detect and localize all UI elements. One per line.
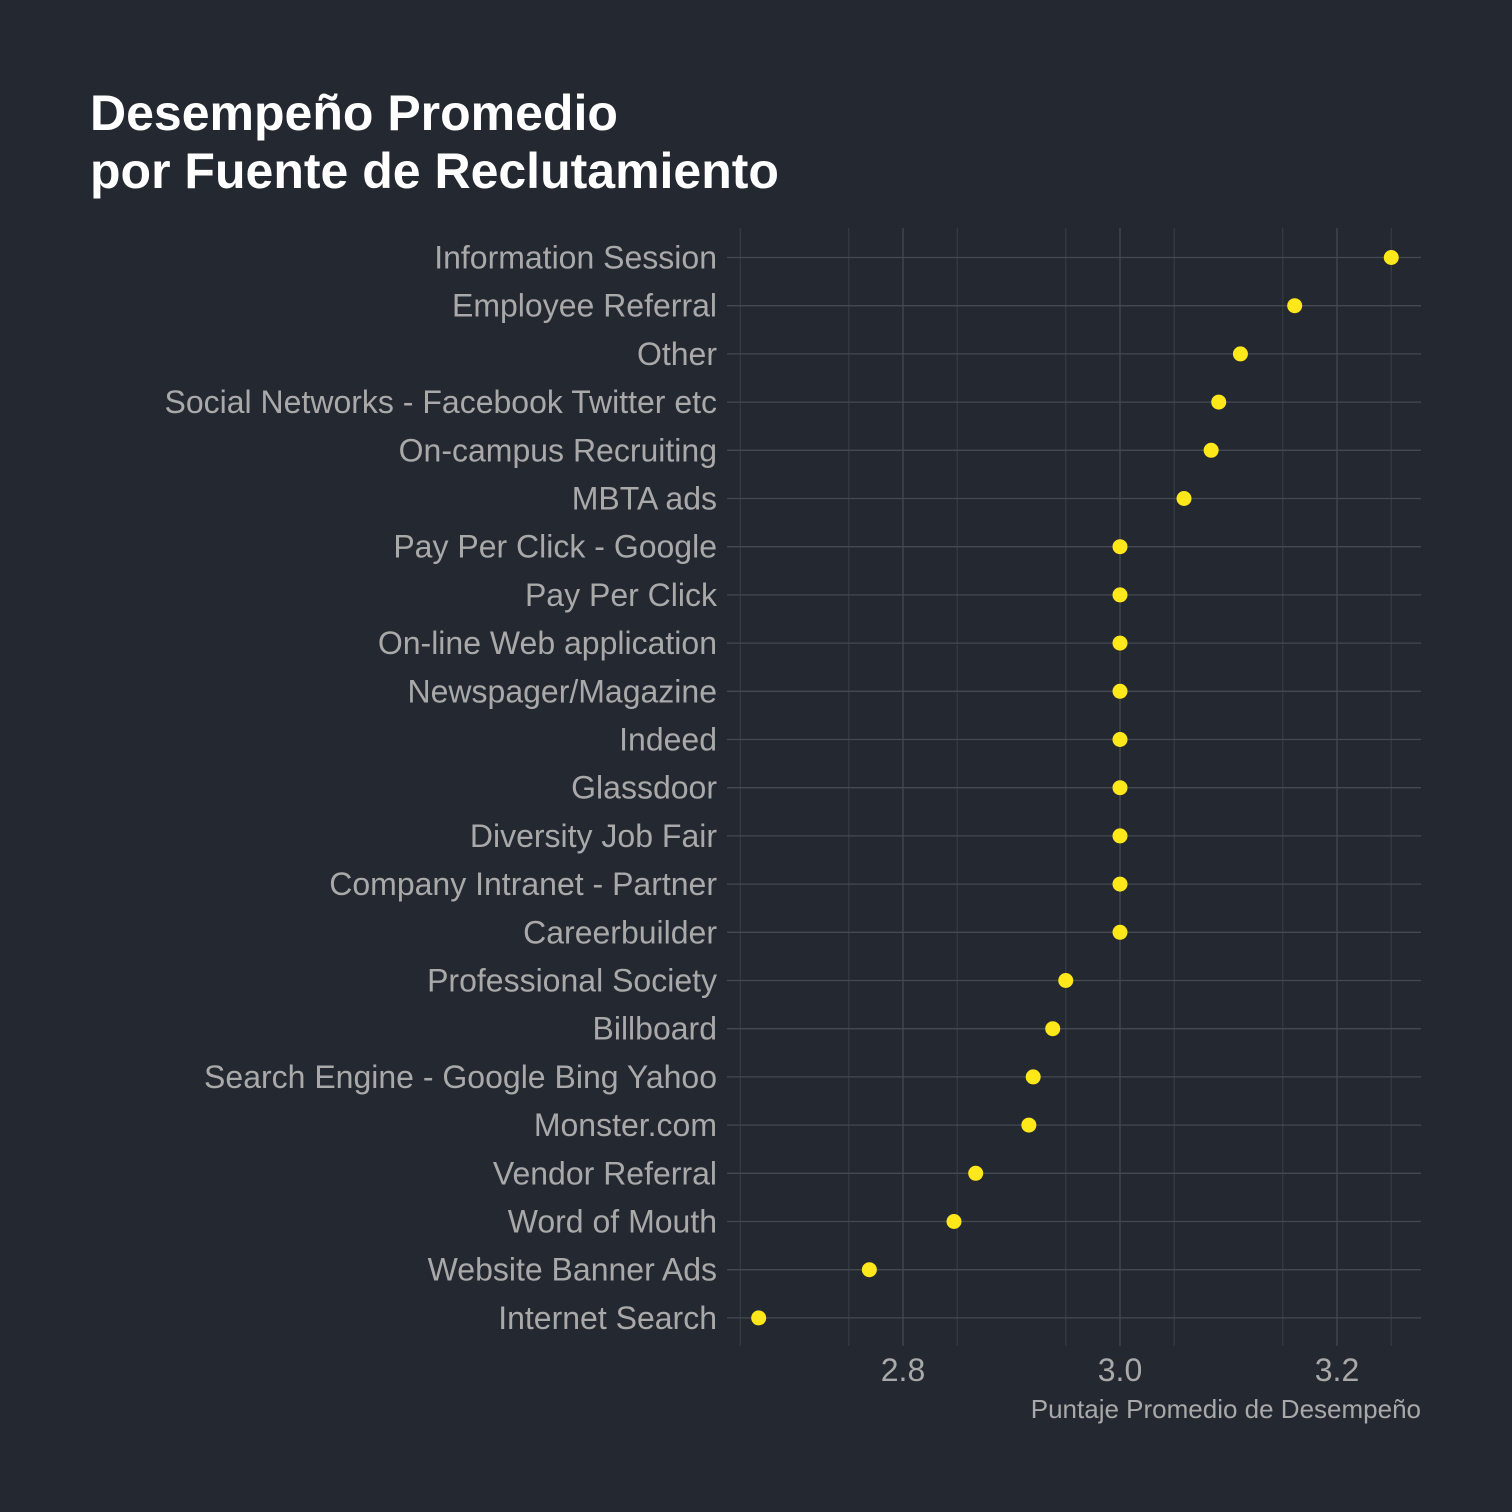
data-point [1021,1117,1037,1133]
data-point [751,1310,767,1326]
y-tick-label: Newspager/Magazine [408,673,718,709]
y-tick-label: Social Networks - Facebook Twitter etc [165,384,718,420]
data-point [1112,732,1128,747]
data-point [1112,876,1128,892]
y-tick-label: Professional Society [427,963,717,999]
data-point [1112,924,1128,940]
y-tick-label: Billboard [592,1011,717,1047]
chart-title-line-2: por Fuente de Reclutamiento [90,143,779,199]
y-tick-label: Vendor Referral [493,1155,717,1191]
data-point [1203,442,1219,458]
y-tick-label: Diversity Job Fair [470,818,718,854]
data-point [946,1214,962,1229]
y-tick-labels: Information Session Employee Referral Othe… [165,240,719,1336]
y-tick-label: Other [637,336,717,372]
y-tick-label: Pay Per Click - Google [393,529,717,565]
y-tick-label: Employee Referral [452,288,717,324]
data-point [1383,250,1399,265]
y-tick-label: Internet Search [498,1300,717,1336]
y-tick-label: Pay Per Click [525,577,718,613]
data-point [1112,780,1128,796]
data-point [1058,973,1074,988]
y-tick-label: Indeed [619,722,717,758]
data-point [1112,683,1128,699]
data-point [1112,539,1128,555]
y-tick-label: On-campus Recruiting [399,432,717,468]
data-point [1287,298,1303,314]
y-tick-label: MBTA ads [572,481,717,517]
data-point [1176,491,1192,506]
y-tick-label: Company Intranet - Partner [329,866,717,902]
x-tick-label: 2.8 [881,1352,925,1388]
y-tick-label: Monster.com [534,1107,717,1143]
data-points [751,250,1399,1326]
data-point [1112,587,1128,603]
y-tick-label: Information Session [434,240,717,276]
x-tick-label: 3.2 [1315,1352,1359,1388]
chart-title-line-1: Desempeño Promedio [90,85,618,141]
y-tick-label: Website Banner Ads [428,1252,717,1288]
data-point [1025,1069,1041,1085]
data-point [1045,1021,1061,1037]
x-tick-label: 3.0 [1098,1352,1142,1388]
y-tick-label: Word of Mouth [508,1204,717,1240]
data-point [1232,346,1248,362]
data-point [1112,635,1128,651]
x-axis-title: Puntaje Promedio de Desempeño [1031,1394,1421,1424]
data-point [968,1165,984,1181]
y-tick-label: Careerbuilder [523,914,717,950]
data-point [861,1262,877,1278]
x-tick-labels: 2.8 3.0 3.2 [881,1352,1359,1388]
grid [727,228,1421,1346]
y-tick-label: Search Engine - Google Bing Yahoo [204,1059,717,1095]
y-tick-label: On-line Web application [378,625,717,661]
y-tick-label: Glassdoor [571,770,717,806]
data-point [1211,394,1227,410]
data-point [1112,828,1128,844]
